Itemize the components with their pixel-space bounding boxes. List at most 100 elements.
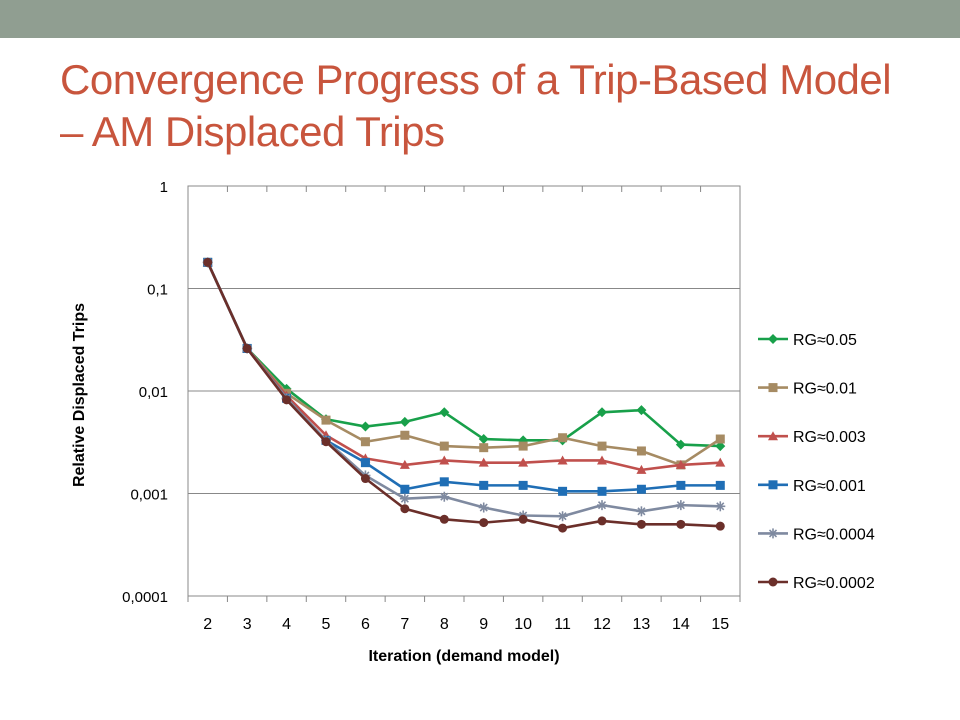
y-tick-label: 0,1 bbox=[147, 282, 168, 299]
data-point bbox=[518, 457, 529, 467]
y-tick-label: 0,01 bbox=[139, 384, 168, 401]
series-layer bbox=[202, 257, 726, 533]
data-point bbox=[675, 500, 686, 511]
series-line bbox=[206, 261, 721, 467]
series-line bbox=[206, 261, 721, 530]
data-point bbox=[597, 441, 607, 451]
x-tick-label: 3 bbox=[243, 616, 252, 633]
data-point bbox=[399, 416, 410, 427]
legend-item: RG≈0.01 bbox=[758, 381, 857, 398]
x-tick-label: 7 bbox=[400, 616, 409, 633]
data-point bbox=[675, 459, 686, 469]
data-point bbox=[597, 516, 607, 526]
data-point bbox=[439, 441, 449, 451]
data-point bbox=[360, 474, 370, 484]
data-point bbox=[636, 464, 647, 474]
y-tick-label: 0,001 bbox=[130, 487, 168, 504]
data-point bbox=[360, 421, 371, 432]
y-tick-label: 1 bbox=[160, 179, 168, 196]
data-point bbox=[715, 501, 726, 512]
series-1 bbox=[202, 257, 726, 452]
legend-item: RG≈0.003 bbox=[758, 429, 866, 446]
legend-item: RG≈0.001 bbox=[758, 478, 866, 495]
data-point bbox=[676, 519, 686, 529]
data-point bbox=[478, 434, 489, 445]
data-point bbox=[636, 405, 647, 416]
data-point bbox=[282, 395, 292, 405]
x-tick-label: 12 bbox=[593, 616, 611, 633]
data-point bbox=[203, 257, 213, 267]
data-point bbox=[597, 407, 607, 418]
legend-marker bbox=[768, 577, 778, 587]
series-line bbox=[206, 261, 721, 448]
x-tick-label: 9 bbox=[479, 616, 488, 633]
legend: RG≈0.05 RG≈0.01 RG≈0.003 RG≈0.001 RG≈0.0004 R… bbox=[758, 332, 875, 592]
data-point bbox=[636, 484, 646, 494]
data-point bbox=[321, 437, 331, 447]
y-tick-labels: 1 0,1 0,01 0,001 0,0001 bbox=[122, 179, 168, 606]
data-point bbox=[478, 502, 489, 513]
legend-marker bbox=[768, 383, 778, 393]
legend-label: RG≈0.0002 bbox=[793, 575, 875, 592]
x-tick-label: 11 bbox=[554, 616, 571, 633]
data-point bbox=[479, 480, 489, 490]
data-point bbox=[636, 519, 646, 529]
data-point bbox=[636, 506, 647, 517]
x-tick-label: 13 bbox=[633, 616, 651, 633]
x-tick-label: 6 bbox=[361, 616, 370, 633]
data-point bbox=[715, 457, 726, 467]
legend-item: RG≈0.05 bbox=[758, 332, 857, 349]
data-point bbox=[597, 455, 607, 465]
data-point bbox=[597, 500, 607, 511]
data-point bbox=[479, 518, 489, 528]
data-point bbox=[400, 504, 410, 514]
x-tick-label: 5 bbox=[322, 616, 331, 633]
data-point bbox=[478, 457, 489, 467]
legend-marker bbox=[768, 431, 778, 441]
data-point bbox=[558, 523, 568, 533]
data-point bbox=[321, 415, 331, 425]
legend-label: RG≈0.01 bbox=[793, 381, 857, 398]
legend-item: RG≈0.0002 bbox=[758, 575, 875, 592]
data-point bbox=[399, 493, 410, 504]
data-point bbox=[558, 433, 568, 443]
data-point bbox=[676, 480, 686, 490]
series-2 bbox=[203, 257, 725, 470]
data-point bbox=[439, 491, 450, 502]
data-point bbox=[715, 480, 725, 490]
series-5 bbox=[202, 257, 726, 522]
data-point bbox=[439, 477, 449, 487]
data-point bbox=[715, 521, 725, 531]
legend-item: RG≈0.0004 bbox=[758, 526, 875, 543]
data-point bbox=[439, 407, 450, 418]
x-tick-label: 4 bbox=[282, 616, 291, 633]
data-point bbox=[557, 455, 568, 465]
legend-marker bbox=[768, 334, 778, 344]
data-point bbox=[518, 441, 528, 451]
data-point bbox=[360, 437, 370, 447]
data-point bbox=[597, 486, 607, 496]
x-axis-title: Iteration (demand model) bbox=[368, 648, 559, 665]
data-point bbox=[439, 455, 450, 465]
data-point bbox=[675, 439, 686, 450]
data-point bbox=[715, 434, 725, 444]
x-tick-label: 15 bbox=[711, 616, 729, 633]
data-point bbox=[479, 443, 489, 453]
legend-label: RG≈0.003 bbox=[793, 429, 866, 446]
series-line bbox=[206, 261, 721, 472]
data-point bbox=[242, 343, 252, 353]
y-axis-title: Relative Displaced Trips bbox=[71, 303, 88, 487]
series-line bbox=[206, 261, 721, 493]
x-tick-label: 14 bbox=[672, 616, 690, 633]
data-point bbox=[400, 430, 410, 440]
legend-marker bbox=[768, 528, 778, 539]
series-3 bbox=[202, 257, 726, 474]
series-4 bbox=[203, 257, 725, 496]
top-bar bbox=[0, 0, 960, 38]
y-tick-label: 0,0001 bbox=[122, 589, 168, 606]
legend-label: RG≈0.001 bbox=[793, 478, 866, 495]
data-point bbox=[360, 458, 370, 468]
series-6 bbox=[203, 257, 725, 533]
gridlines bbox=[188, 185, 740, 597]
